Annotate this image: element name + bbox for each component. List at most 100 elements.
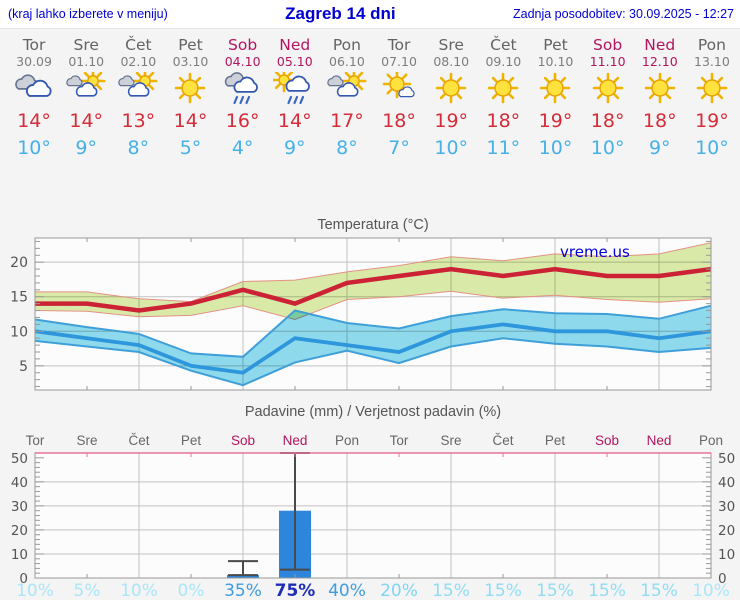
y-axis-label: 10 xyxy=(11,547,28,563)
sun-disc xyxy=(389,76,405,92)
sun-ray xyxy=(148,84,155,91)
day-date: 02.10 xyxy=(120,54,157,69)
day-date: 06.10 xyxy=(329,54,365,69)
sun-ray xyxy=(274,83,281,90)
max-temperature: 17° xyxy=(330,110,364,132)
day-column: Čet 02.10 13° 8° xyxy=(112,29,164,173)
sun-disc xyxy=(703,79,721,97)
sun-ray xyxy=(96,72,103,78)
max-temperature: 18° xyxy=(486,110,521,132)
max-band-edge xyxy=(35,242,712,303)
partly-cloudy-icon xyxy=(118,72,158,97)
max-temperature: 18° xyxy=(642,110,677,132)
sun-ray xyxy=(274,72,281,77)
sun-ray xyxy=(560,93,567,100)
cloud-shape xyxy=(128,82,150,97)
sun-disc xyxy=(442,79,460,97)
day-name: Ned xyxy=(279,36,311,54)
weather-icon xyxy=(12,72,56,106)
sun-ray xyxy=(492,93,498,100)
sun-ray xyxy=(386,88,393,95)
sun-ray xyxy=(287,72,293,77)
sun-ray xyxy=(386,73,393,80)
day-column: Tor 07.10 18° 7° xyxy=(373,29,425,173)
weather-icon xyxy=(586,72,630,106)
precip-probability-label: 40% xyxy=(328,581,366,600)
watermark-link[interactable]: vreme.us xyxy=(560,243,630,261)
location-menu-hint: (kraj lahko izberete v meniju) xyxy=(8,7,168,21)
raindrop xyxy=(299,95,304,105)
max-temperature: 18° xyxy=(590,110,625,132)
cloud-shape xyxy=(336,82,359,97)
sun-ray xyxy=(560,76,567,83)
page-title: Zagreb 14 dni xyxy=(285,4,396,23)
min-temperature: 10° xyxy=(434,137,469,159)
sun-disc xyxy=(598,79,617,97)
y-axis-label: 50 xyxy=(11,451,28,467)
raindrop xyxy=(245,95,250,105)
sun-ray xyxy=(456,76,463,83)
max-temp-line xyxy=(35,266,712,313)
sun-ray xyxy=(148,72,155,78)
precip-probability-label: 15% xyxy=(484,581,522,600)
precip-plot-area xyxy=(35,453,711,578)
raindrop xyxy=(293,95,298,105)
min-temperature: 10° xyxy=(538,137,573,159)
y-axis-label: 40 xyxy=(718,475,735,491)
cloud-shape xyxy=(398,86,415,98)
cloud-shape xyxy=(233,76,258,93)
sun-ray xyxy=(456,93,463,100)
max-temperature: 14° xyxy=(69,110,104,132)
y-axis-label: 30 xyxy=(718,499,735,515)
raindrop xyxy=(239,95,244,105)
day-date: 08.10 xyxy=(433,54,470,69)
partly-cloudy-icon xyxy=(327,72,367,97)
day-name: Pet xyxy=(178,36,203,54)
precip-day-label: Čet xyxy=(128,433,149,448)
rain-bar xyxy=(227,575,259,578)
min-temperature: 8° xyxy=(336,137,358,159)
max-band-edge xyxy=(34,290,712,321)
sunny-icon xyxy=(175,72,206,104)
min-temperature: 10° xyxy=(590,137,625,159)
day-name: Sob xyxy=(593,36,623,54)
sun-ray xyxy=(700,93,707,100)
day-name: Pet xyxy=(543,36,568,54)
y-axis-label: 20 xyxy=(11,523,28,539)
weather-icon xyxy=(429,72,473,106)
sun-disc xyxy=(181,79,200,97)
y-axis-label: 10 xyxy=(718,547,735,563)
sun-ray xyxy=(357,84,364,91)
min-temperature: 10° xyxy=(695,137,729,159)
sun-ray xyxy=(440,93,446,100)
sun-ray xyxy=(717,76,724,83)
day-date: 09.10 xyxy=(485,54,522,69)
max-temperature: 19° xyxy=(434,110,469,132)
max-temperature: 19° xyxy=(538,110,573,132)
precip-chart-title: Padavine (mm) / Verjetnost padavin (%) xyxy=(245,404,501,420)
precip-day-label: Sre xyxy=(76,433,97,448)
weather-icon xyxy=(168,72,212,106)
cloud-shape xyxy=(327,75,344,87)
weather-icon xyxy=(325,72,369,106)
precip-probability-label: 10% xyxy=(692,581,730,600)
weather-icon xyxy=(64,72,108,106)
min-temperature: 5° xyxy=(179,137,202,159)
precip-probability-label: 15% xyxy=(588,581,626,600)
weather-icon xyxy=(481,72,525,106)
precipitation-chart: Padavine (mm) / Verjetnost padavin (%) To… xyxy=(11,404,735,600)
day-name: Pon xyxy=(332,36,361,54)
day-column: Tor 30.09 14° 10° xyxy=(8,29,60,173)
sun-ray xyxy=(665,76,671,83)
min-temp-band xyxy=(35,305,711,386)
sun-ray xyxy=(357,72,364,78)
day-name: Čet xyxy=(125,36,152,54)
weather-icon xyxy=(221,72,265,106)
min-temperature: 8° xyxy=(127,137,150,159)
day-date: 01.10 xyxy=(68,54,105,69)
sun-ray xyxy=(84,72,90,78)
min-temperature: 9° xyxy=(283,137,306,159)
cloud-shape xyxy=(285,75,310,92)
weather-icon xyxy=(533,72,577,106)
sun-ray xyxy=(195,93,202,100)
